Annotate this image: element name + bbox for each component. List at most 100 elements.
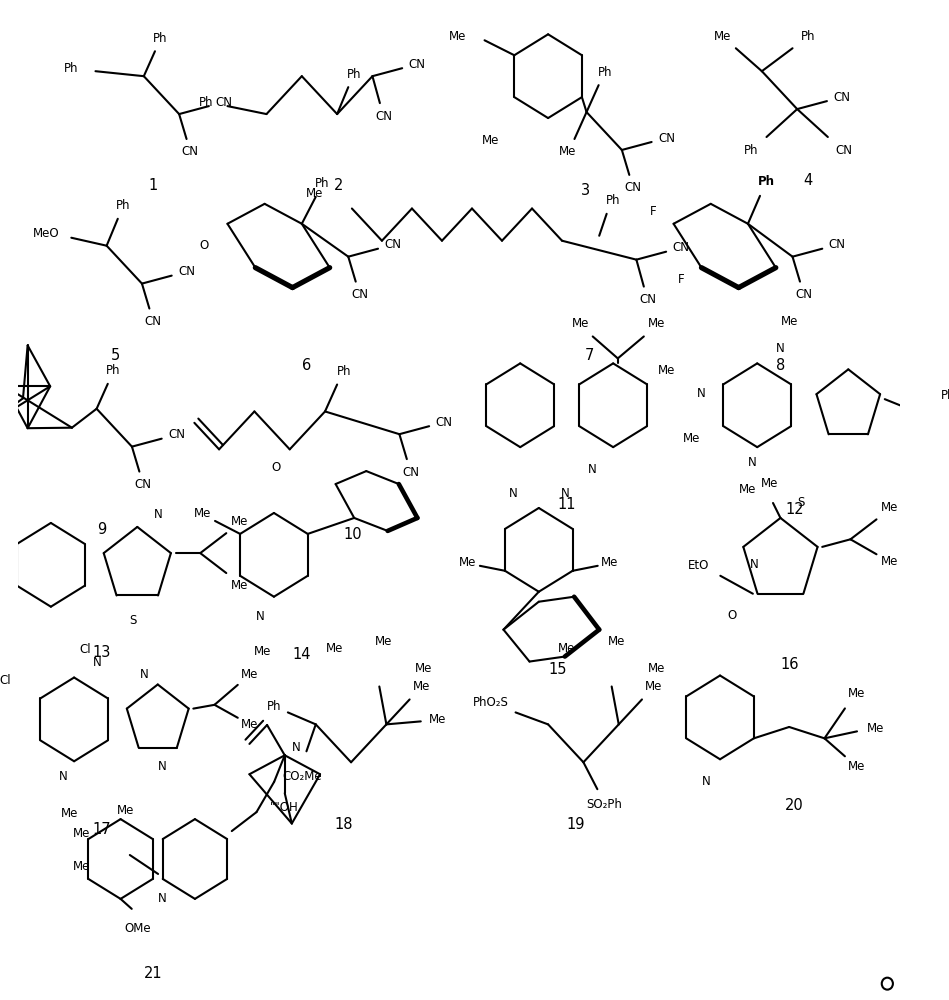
Text: CN: CN: [384, 238, 401, 251]
Text: Me: Me: [715, 30, 732, 43]
Text: N: N: [93, 656, 102, 669]
Text: CN: CN: [375, 110, 392, 123]
Text: CN: CN: [409, 58, 425, 71]
Text: Ph: Ph: [598, 66, 612, 79]
Text: 8: 8: [776, 358, 785, 373]
Text: Me: Me: [601, 556, 619, 569]
Text: Me: Me: [73, 827, 90, 840]
Text: Ph: Ph: [315, 177, 329, 190]
Text: Ph: Ph: [346, 68, 362, 81]
Text: N: N: [588, 463, 597, 476]
Text: Me: Me: [781, 315, 798, 328]
Text: N: N: [698, 387, 706, 400]
Text: Me: Me: [459, 556, 476, 569]
Text: 21: 21: [144, 966, 162, 981]
Text: S: S: [797, 496, 805, 509]
Text: CN: CN: [673, 241, 690, 254]
Text: CN: CN: [639, 293, 656, 306]
Text: 17: 17: [93, 822, 111, 837]
Text: F: F: [678, 273, 684, 286]
Text: Me: Me: [117, 804, 134, 817]
Text: Me: Me: [231, 515, 248, 528]
Text: Ph: Ph: [65, 62, 79, 75]
Text: Me: Me: [558, 642, 576, 655]
Text: N: N: [701, 775, 711, 788]
Text: CN: CN: [168, 428, 185, 441]
Text: 1: 1: [148, 178, 158, 193]
Text: Ph: Ph: [154, 32, 168, 45]
Text: Cl: Cl: [80, 643, 91, 656]
Text: O: O: [271, 461, 280, 474]
Text: Me: Me: [607, 635, 625, 648]
Text: Me: Me: [375, 635, 393, 648]
Text: Me: Me: [572, 317, 589, 330]
Text: 2: 2: [334, 178, 344, 193]
Text: 16: 16: [780, 657, 799, 672]
Text: O: O: [728, 609, 737, 622]
Text: CN: CN: [795, 288, 812, 301]
Text: N: N: [291, 741, 300, 754]
Text: N: N: [748, 456, 757, 469]
Text: 4: 4: [804, 173, 813, 188]
Text: 15: 15: [549, 662, 567, 677]
Text: Me: Me: [449, 30, 467, 43]
Text: Me: Me: [881, 555, 898, 568]
Text: CN: CN: [182, 145, 198, 158]
Text: N: N: [158, 760, 167, 773]
Text: Me: Me: [241, 668, 258, 681]
Text: N: N: [158, 892, 167, 905]
Text: Me: Me: [760, 477, 778, 490]
Text: Me: Me: [482, 134, 499, 147]
Text: Me: Me: [848, 687, 865, 700]
Text: Me: Me: [648, 317, 665, 330]
Text: CN: CN: [624, 181, 642, 194]
Text: 13: 13: [93, 645, 111, 660]
Text: Ph: Ph: [116, 199, 131, 212]
Text: 10: 10: [344, 527, 363, 542]
Text: Ph: Ph: [801, 30, 815, 43]
Text: MeO: MeO: [33, 227, 60, 240]
Text: 12: 12: [785, 502, 804, 517]
Text: CN: CN: [144, 315, 161, 328]
Text: Ph: Ph: [336, 365, 351, 378]
Text: 7: 7: [586, 348, 595, 363]
Text: CN: CN: [658, 132, 675, 145]
Text: Ph: Ph: [199, 96, 214, 109]
Text: Me: Me: [682, 432, 700, 445]
Text: CN: CN: [215, 96, 233, 109]
Text: 3: 3: [581, 183, 590, 198]
Text: Cl: Cl: [0, 674, 10, 687]
Text: Ph: Ph: [758, 175, 775, 188]
Text: EtO: EtO: [688, 559, 710, 572]
Text: Me: Me: [645, 680, 662, 693]
Text: CO₂Me: CO₂Me: [282, 770, 322, 783]
Text: Me: Me: [881, 501, 898, 514]
Text: Me: Me: [866, 722, 884, 735]
Text: N: N: [140, 668, 148, 681]
Text: Me: Me: [326, 642, 344, 655]
Text: Me: Me: [195, 507, 212, 520]
Text: Ph: Ph: [605, 194, 621, 207]
Text: CN: CN: [135, 478, 152, 491]
Text: 20: 20: [785, 798, 804, 813]
Text: Ph: Ph: [267, 700, 281, 713]
Text: N: N: [750, 558, 759, 571]
Text: CN: CN: [828, 238, 846, 251]
Text: CN: CN: [436, 416, 453, 429]
Text: Me: Me: [231, 579, 248, 592]
Text: Me: Me: [659, 364, 676, 377]
Text: Me: Me: [416, 662, 433, 675]
Text: CN: CN: [402, 466, 419, 479]
Text: Me: Me: [413, 680, 431, 693]
Text: Me: Me: [306, 187, 324, 200]
Text: N: N: [154, 508, 162, 521]
Text: ""OH: ""OH: [270, 801, 299, 814]
Text: Ph: Ph: [941, 389, 949, 402]
Text: Me: Me: [61, 807, 78, 820]
Text: Ph: Ph: [743, 144, 758, 157]
Text: N: N: [509, 487, 517, 500]
Text: 6: 6: [302, 358, 311, 373]
Text: Me: Me: [241, 718, 258, 731]
Text: 19: 19: [567, 817, 586, 832]
Text: CN: CN: [833, 91, 850, 104]
